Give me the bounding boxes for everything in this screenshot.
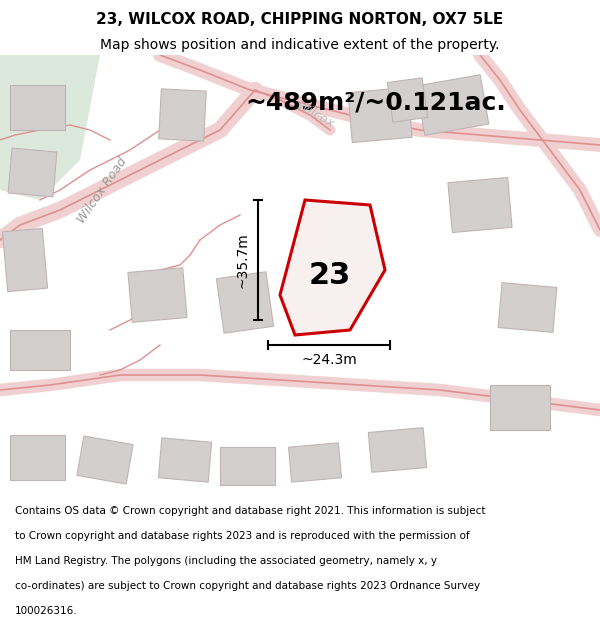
Polygon shape <box>220 447 275 485</box>
Text: co-ordinates) are subject to Crown copyright and database rights 2023 Ordnance S: co-ordinates) are subject to Crown copyr… <box>15 581 480 591</box>
Polygon shape <box>0 55 100 200</box>
Polygon shape <box>498 282 557 332</box>
Polygon shape <box>289 443 341 482</box>
Polygon shape <box>368 428 427 472</box>
Text: ~35.7m: ~35.7m <box>236 232 250 288</box>
Text: 23, WILCOX ROAD, CHIPPING NORTON, OX7 5LE: 23, WILCOX ROAD, CHIPPING NORTON, OX7 5L… <box>97 12 503 27</box>
Text: to Crown copyright and database rights 2023 and is reproduced with the permissio: to Crown copyright and database rights 2… <box>15 531 470 541</box>
Text: ~489m²/~0.121ac.: ~489m²/~0.121ac. <box>245 90 506 114</box>
Polygon shape <box>10 435 65 480</box>
Polygon shape <box>8 148 57 197</box>
Text: Map shows position and indicative extent of the property.: Map shows position and indicative extent… <box>100 39 500 52</box>
Polygon shape <box>2 228 47 292</box>
Polygon shape <box>128 268 187 322</box>
Text: ~24.3m: ~24.3m <box>301 353 357 367</box>
Polygon shape <box>10 330 70 370</box>
Polygon shape <box>490 385 550 430</box>
Polygon shape <box>416 75 489 135</box>
Text: Wilcox: Wilcox <box>294 99 336 131</box>
Polygon shape <box>348 88 412 142</box>
Polygon shape <box>217 272 274 333</box>
Polygon shape <box>448 177 512 232</box>
Text: 100026316.: 100026316. <box>15 606 77 616</box>
Text: Wilcox Road: Wilcox Road <box>74 155 130 225</box>
Polygon shape <box>77 436 133 484</box>
Polygon shape <box>10 85 65 130</box>
Polygon shape <box>158 438 212 482</box>
Text: 23: 23 <box>309 261 351 289</box>
Text: HM Land Registry. The polygons (including the associated geometry, namely x, y: HM Land Registry. The polygons (includin… <box>15 556 437 566</box>
Text: Contains OS data © Crown copyright and database right 2021. This information is : Contains OS data © Crown copyright and d… <box>15 506 485 516</box>
Polygon shape <box>280 200 385 335</box>
Polygon shape <box>159 89 206 141</box>
Polygon shape <box>388 78 428 122</box>
